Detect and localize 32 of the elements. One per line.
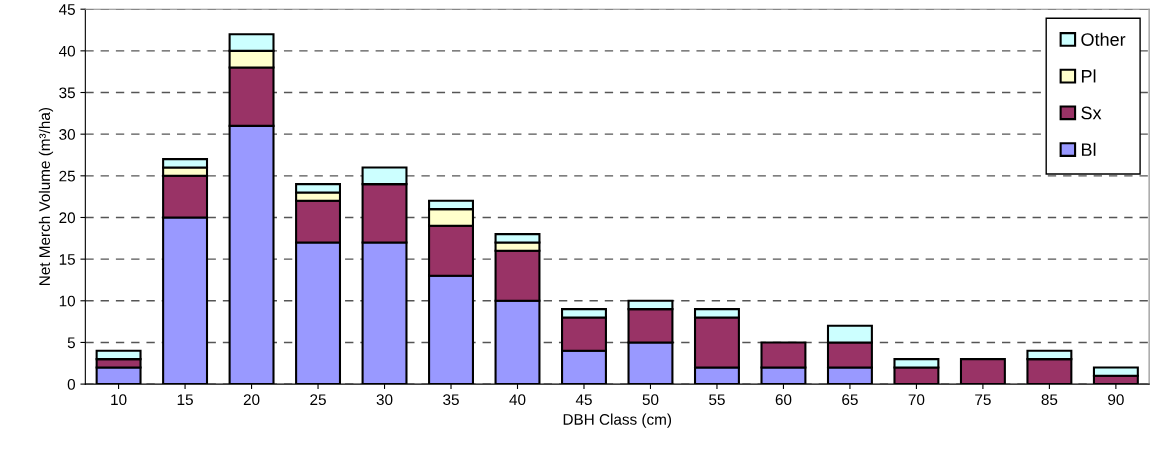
y-axis-title: Net Merch Volume (m³/ha) [38, 108, 54, 285]
x-tick-label: 20 [243, 394, 260, 406]
x-tick-label: 15 [177, 394, 193, 406]
x-tick-label: 45 [575, 394, 592, 406]
y-tick-label: 0 [67, 378, 76, 390]
y-tick-label: 35 [59, 87, 75, 99]
y-tick-label: 15 [59, 254, 75, 265]
y-tick-label: 40 [58, 45, 76, 57]
y-tick-label: 5 [67, 337, 75, 349]
y-tick-label: 30 [59, 129, 76, 140]
x-axis-title: DBH Class (cm) [563, 413, 672, 428]
x-tick-label: 55 [709, 394, 725, 406]
x-tick-label: 50 [642, 394, 659, 406]
legend-label: Pl [1081, 69, 1096, 83]
x-tick-label: 40 [509, 394, 526, 406]
x-tick-label: 60 [775, 394, 792, 406]
x-tick-label: 35 [443, 394, 459, 406]
legend-label: Sx [1081, 106, 1102, 120]
x-tick-label: 85 [1041, 394, 1058, 406]
x-tick-label: 65 [842, 394, 858, 406]
x-tick-label: 75 [975, 394, 991, 406]
y-tick-label: 20 [59, 212, 76, 224]
x-tick-label: 10 [111, 394, 127, 406]
x-tick-label: 30 [376, 394, 393, 406]
x-tick-label: 25 [310, 394, 326, 406]
legend-label: Other [1081, 32, 1126, 46]
y-tick-label: 25 [59, 170, 75, 182]
legend-label: Bl [1081, 142, 1096, 156]
y-tick-label: 45 [58, 4, 75, 15]
x-tick-label: 90 [1108, 394, 1124, 406]
y-tick-label: 10 [59, 295, 76, 307]
x-tick-label: 70 [908, 394, 925, 406]
